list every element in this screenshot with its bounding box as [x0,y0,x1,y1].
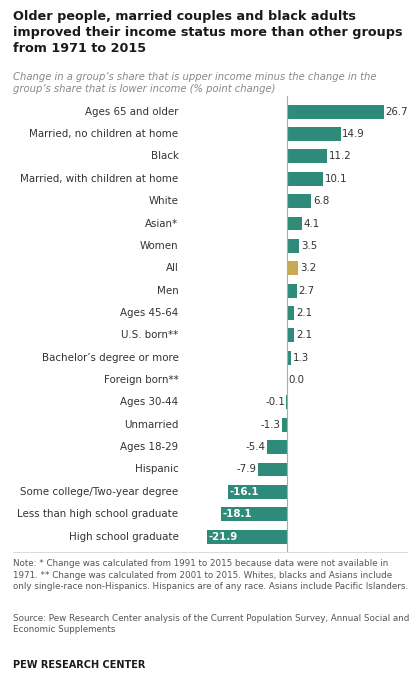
Text: Black: Black [151,152,178,161]
Text: 3.2: 3.2 [300,263,316,273]
Text: Women: Women [140,241,178,251]
Text: Men: Men [157,285,178,296]
Text: Source: Pew Research Center analysis of the Current Population Survey, Annual So: Source: Pew Research Center analysis of … [13,614,409,635]
Bar [282,418,287,431]
Text: -5.4: -5.4 [246,442,265,452]
Text: All: All [166,263,178,273]
Text: Married, no children at home: Married, no children at home [29,129,178,139]
Bar [287,239,299,253]
Bar [287,329,294,342]
Text: Ages 45-64: Ages 45-64 [120,308,178,318]
Text: U.S. born**: U.S. born** [121,331,178,340]
Text: Married, with children at home: Married, with children at home [20,174,178,184]
Text: Bachelor’s degree or more: Bachelor’s degree or more [42,353,178,363]
Text: 0.0: 0.0 [288,375,304,385]
Text: Ages 65 and older: Ages 65 and older [85,107,178,117]
Bar [287,194,312,208]
Text: 11.2: 11.2 [329,152,352,161]
Bar [267,440,287,454]
Text: 2.7: 2.7 [298,285,314,296]
Text: Less than high school graduate: Less than high school graduate [17,509,178,519]
Text: Older people, married couples and black adults
improved their income status more: Older people, married couples and black … [13,10,402,56]
Text: Ages 18-29: Ages 18-29 [121,442,178,452]
Text: -1.3: -1.3 [260,420,281,429]
Text: 3.5: 3.5 [301,241,317,251]
Bar [287,306,294,320]
Text: 6.8: 6.8 [313,196,329,206]
Text: High school graduate: High school graduate [68,532,178,541]
Text: -16.1: -16.1 [230,487,260,497]
Bar [287,351,291,365]
Text: 2.1: 2.1 [296,331,312,340]
Bar [207,530,287,543]
Bar [287,172,323,186]
Text: 2.1: 2.1 [296,308,312,318]
Bar [287,150,328,163]
Bar [221,507,287,521]
Text: Unmarried: Unmarried [124,420,178,429]
Bar [287,261,298,275]
Text: White: White [149,196,178,206]
Text: PEW RESEARCH CENTER: PEW RESEARCH CENTER [13,660,145,670]
Text: Foreign born**: Foreign born** [104,375,178,385]
Bar [287,127,341,141]
Bar [287,217,302,230]
Text: 26.7: 26.7 [386,107,408,117]
Text: 10.1: 10.1 [325,174,348,184]
Text: 4.1: 4.1 [303,219,319,228]
Text: Ages 30-44: Ages 30-44 [121,397,178,407]
Text: Hispanic: Hispanic [135,464,178,475]
Text: Change in a group’s share that is upper income minus the change in the
group’s s: Change in a group’s share that is upper … [13,72,376,95]
Text: Note: * Change was calculated from 1991 to 2015 because data were not available : Note: * Change was calculated from 1991 … [13,559,408,591]
Text: Asian*: Asian* [145,219,178,228]
Text: Some college/Two-year degree: Some college/Two-year degree [20,487,178,497]
Text: -0.1: -0.1 [265,397,285,407]
Bar [228,485,287,499]
Bar [287,283,297,298]
Bar [287,105,384,119]
Text: -18.1: -18.1 [223,509,252,519]
Text: -7.9: -7.9 [236,464,257,475]
Text: 1.3: 1.3 [293,353,309,363]
Bar [258,462,287,476]
Text: -21.9: -21.9 [209,532,238,541]
Text: 14.9: 14.9 [342,129,365,139]
